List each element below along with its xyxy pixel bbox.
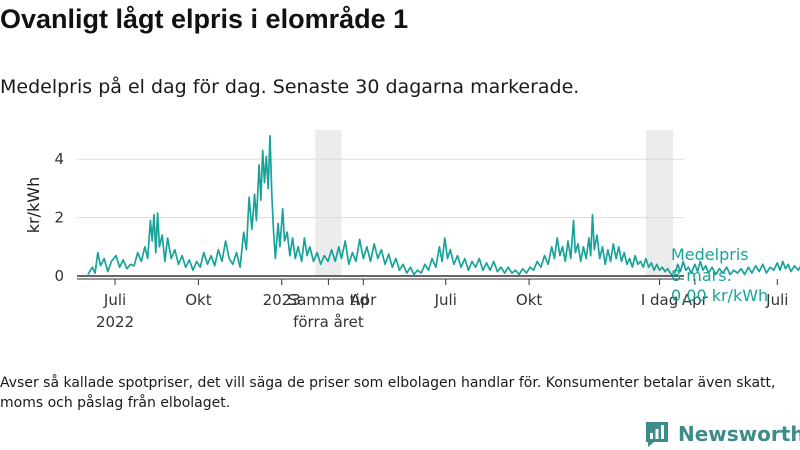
x-tick-label-5: Okt — [516, 291, 542, 309]
x-tick-label-6: Apr — [682, 291, 709, 309]
x-tick-sublabel-period-0: förra året — [293, 313, 364, 331]
price-series — [87, 134, 800, 277]
x-tick-label-2: 2023 — [263, 291, 301, 309]
x-tick-label-1: Okt — [185, 291, 211, 309]
latest-price-annotation: Medelpris 8 mars:0,00 kr/kWh — [671, 245, 768, 305]
highlight-bands — [315, 130, 674, 276]
gridlines — [77, 158, 684, 219]
annotation-line-2: 8 mars: — [671, 266, 732, 285]
annotation-line-3: 0,00 kr/kWh — [671, 286, 768, 305]
y-axis-label: kr/kWh — [24, 177, 43, 233]
x-tick-label-period-0: Samma tid — [288, 291, 369, 309]
brand: Newsworthy — [644, 419, 800, 449]
y-tick-label-4: 4 — [54, 150, 64, 168]
annotation-line-1: Medelpris — [671, 245, 749, 264]
bar-chart-logo-icon — [646, 422, 668, 447]
chart-title: Ovanligt lågt elpris i elområde 1 — [0, 4, 409, 34]
x-axis-ticks: Juli 2022 Okt 2023 Apr Juli Okt Apr Juli Samma ti… — [96, 279, 788, 331]
chart-subtitle: Medelpris på el dag för dag. Senaste 30 … — [0, 76, 580, 98]
zero-baseline — [77, 275, 684, 280]
y-tick-label-2: 2 — [54, 209, 64, 227]
highlight-band-1 — [645, 130, 674, 276]
y-axis-ticks: 0 2 4 — [54, 150, 64, 285]
x-tick-label-0: Juli — [103, 291, 126, 309]
brand-name: Newsworthy — [678, 422, 800, 446]
x-tick-label-7: Juli — [765, 291, 788, 309]
x-tick-label-3: Apr — [350, 291, 377, 309]
x-tick-sublabel-0: 2022 — [96, 313, 134, 331]
footnote: Avser så kallade spotpriser, det vill sä… — [0, 375, 776, 411]
x-tick-label-period-1: I dag — [641, 291, 678, 309]
series-line-0 — [87, 134, 674, 277]
y-tick-label-0: 0 — [54, 267, 64, 285]
x-tick-label-4: Juli — [434, 291, 457, 309]
series-line-1 — [674, 260, 800, 276]
